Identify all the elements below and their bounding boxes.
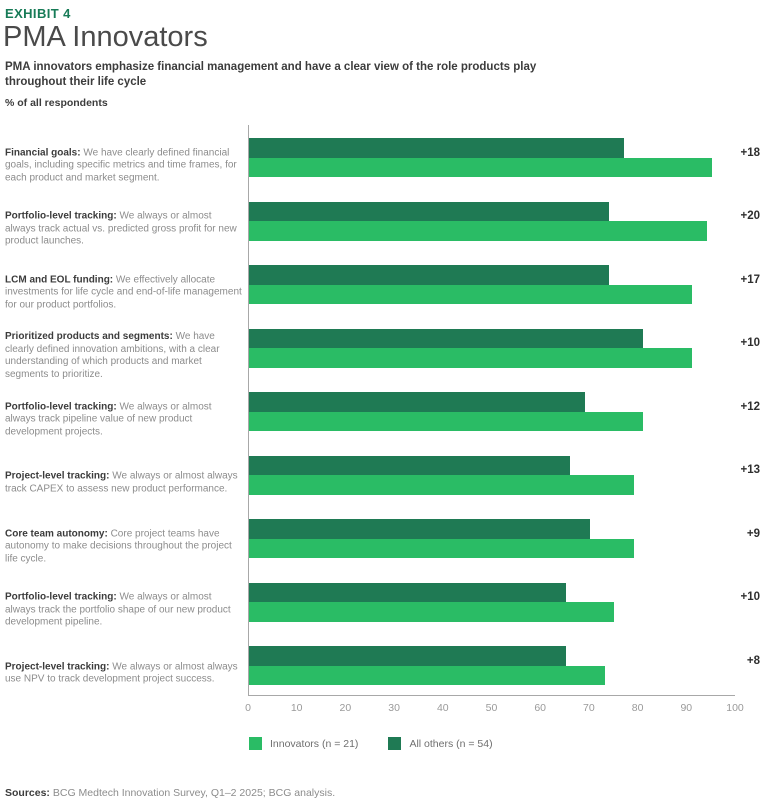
chart-subtitle: PMA innovators emphasize financial manag… (5, 61, 537, 88)
bar-group: Portfolio-level tracking: We always or a… (0, 392, 768, 437)
category-label: Portfolio-level tracking: We always or a… (5, 400, 212, 437)
bar-innovators (249, 157, 712, 177)
bar-all-others (249, 201, 610, 221)
category-label: Project-level tracking: We always or alm… (5, 470, 238, 495)
bar-group: Portfolio-level tracking: We always or a… (0, 201, 768, 246)
sources-label: Sources: (5, 787, 50, 799)
unit-label: % of all respondents (5, 97, 108, 109)
bar-all-others (249, 138, 624, 158)
chart-legend: Innovators (n = 21) All others (n = 54) (249, 737, 493, 750)
diff-label: +13 (740, 464, 760, 476)
bar-innovators (249, 411, 644, 431)
diff-label: +9 (746, 527, 760, 540)
legend-item-innovators: Innovators (n = 21) (249, 737, 358, 750)
diff-label: +20 (740, 210, 760, 222)
x-tick-label: 10 (290, 702, 303, 714)
category-label: Portfolio-level tracking: We always or a… (5, 591, 231, 628)
category-label: Prioritized products and segments: We ha… (5, 331, 220, 380)
x-tick-label: 100 (726, 702, 744, 714)
x-axis-line (248, 695, 735, 696)
legend-swatch-all-others (388, 737, 402, 750)
bar-all-others (249, 392, 586, 412)
exhibit-tag: EXHIBIT 4 (5, 6, 71, 21)
bar-all-others (249, 582, 566, 602)
bar-group: Prioritized products and segments: We ha… (0, 328, 768, 380)
legend-label-innovators: Innovators (n = 21) (270, 737, 359, 750)
category-label: LCM and EOL funding: We effectively allo… (5, 273, 242, 310)
x-tick-label: 50 (485, 702, 498, 714)
diff-label: +10 (740, 337, 760, 349)
x-tick-label: 0 (245, 702, 251, 714)
diff-label: +18 (740, 146, 760, 159)
diff-label: +8 (746, 654, 760, 667)
bar-group: Project-level tracking: We always or alm… (0, 455, 768, 495)
diff-label: +17 (740, 273, 760, 286)
bar-innovators (249, 602, 615, 622)
bar-innovators (249, 538, 634, 558)
bar-group: Financial goals: We have clearly defined… (0, 138, 768, 183)
bar-chart: Innovators (n = 21) All others (n = 54) … (0, 125, 768, 785)
y-axis-line (248, 125, 249, 695)
bar-group: Portfolio-level tracking: We always or a… (0, 582, 768, 627)
bar-innovators (249, 221, 707, 241)
diff-label: +12 (740, 400, 760, 413)
bar-innovators (249, 348, 693, 368)
bar-innovators (249, 475, 634, 495)
bar-all-others (249, 519, 590, 539)
bar-all-others (249, 455, 571, 475)
x-tick-label: 40 (436, 702, 449, 714)
bar-innovators (249, 284, 693, 304)
category-label: Portfolio-level tracking: We always or a… (5, 210, 237, 247)
legend-item-all-others: All others (n = 54) (388, 737, 493, 750)
bar-group: Core team autonomy: Core project teams h… (0, 519, 768, 564)
bar-all-others (249, 265, 610, 285)
bar-innovators (249, 665, 605, 685)
legend-label-all-others: All others (n = 54) (409, 737, 493, 750)
x-tick-label: 60 (534, 702, 547, 714)
sources-text: BCG Medtech Innovation Survey, Q1–2 2025… (49, 787, 336, 799)
bar-group: LCM and EOL funding: We effectively allo… (0, 265, 768, 310)
diff-label: +10 (740, 591, 760, 603)
category-label: Financial goals: We have clearly defined… (5, 146, 237, 183)
bar-all-others (249, 328, 644, 348)
x-tick-label: 70 (583, 702, 595, 714)
x-tick-label: 20 (339, 702, 352, 714)
x-tick-label: 80 (631, 702, 644, 714)
category-label: Core team autonomy: Core project teams h… (5, 527, 232, 564)
page-title: PMA Innovators (3, 21, 208, 53)
bar-all-others (249, 646, 566, 666)
category-label: Project-level tracking: We always or alm… (5, 661, 238, 685)
bar-group: Project-level tracking: We always or alm… (0, 646, 768, 685)
x-tick-label: 90 (680, 702, 693, 714)
legend-swatch-innovators (249, 737, 262, 750)
x-tick-label: 30 (388, 702, 400, 714)
sources-note: Sources: BCG Medtech Innovation Survey, … (5, 787, 335, 799)
